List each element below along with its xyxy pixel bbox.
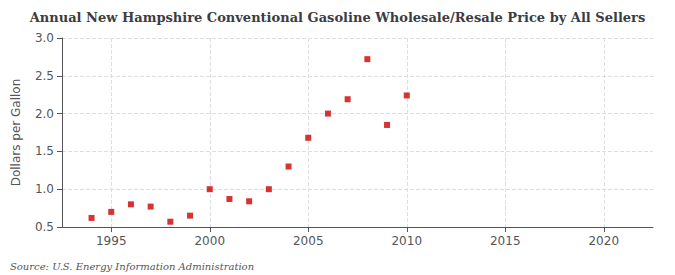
svg-text:2.0: 2.0 [35, 107, 54, 121]
svg-text:1.0: 1.0 [35, 182, 54, 196]
svg-text:2020: 2020 [588, 234, 619, 248]
svg-text:1.5: 1.5 [35, 144, 54, 158]
svg-text:Annual New Hampshire Conventio: Annual New Hampshire Conventional Gasoli… [29, 10, 646, 25]
svg-text:2010: 2010 [391, 234, 422, 248]
svg-text:2015: 2015 [490, 234, 521, 248]
svg-text:2.5: 2.5 [35, 69, 54, 83]
svg-text:2000: 2000 [194, 234, 225, 248]
svg-text:Source: U.S. Energy Informatio: Source: U.S. Energy Information Administ… [10, 261, 254, 272]
svg-text:1995: 1995 [96, 234, 127, 248]
svg-text:0.5: 0.5 [35, 220, 54, 234]
svg-text:Dollars per Gallon: Dollars per Gallon [9, 79, 23, 187]
svg-text:2005: 2005 [293, 234, 324, 248]
svg-text:3.0: 3.0 [35, 31, 54, 45]
